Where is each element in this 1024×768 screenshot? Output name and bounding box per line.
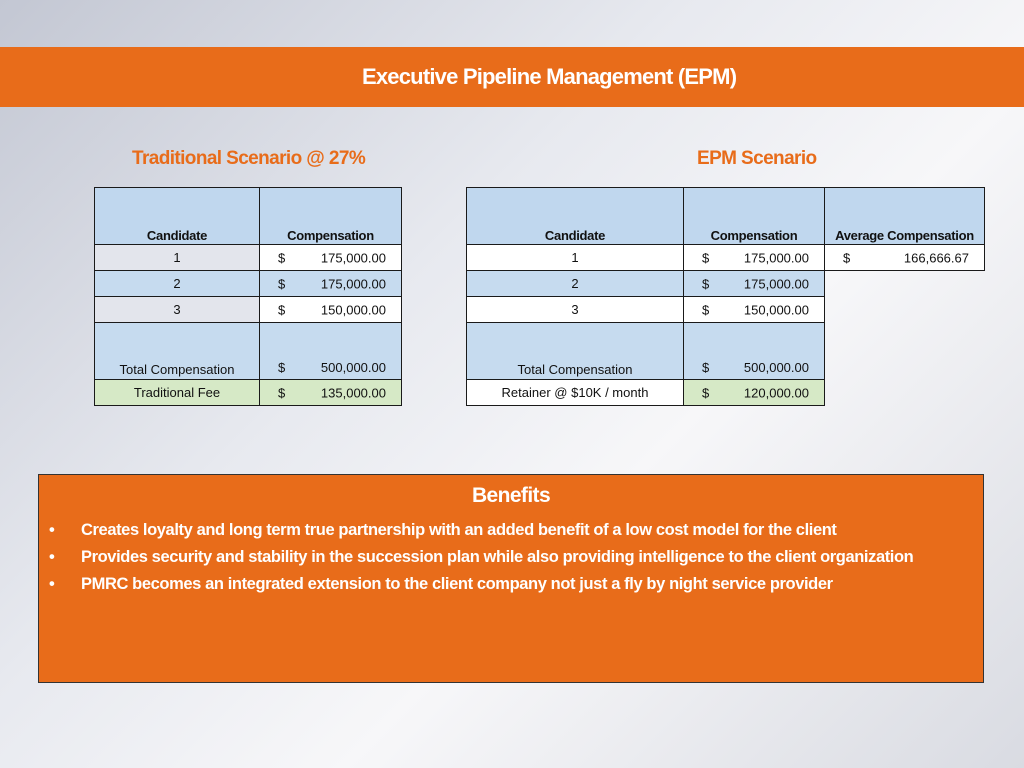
candidate-cell: 3 [466,296,684,323]
benefits-list: • Creates loyalty and long term true par… [39,517,983,598]
compensation-cell: $ 175,000.00 [683,270,825,297]
total-label: Total Compensation [94,322,260,380]
table-row: 2 $ 175,000.00 [94,270,402,297]
currency-symbol: $ [278,302,286,317]
currency-symbol: $ [278,250,286,265]
currency-symbol: $ [702,385,710,400]
table-row: 2 $ 175,000.00 [466,270,985,297]
epm-table: Candidate Compensation Average Compensat… [466,187,985,406]
total-label: Total Compensation [466,322,684,380]
column-header-candidate: Candidate [466,187,684,245]
total-compensation-cell: $ 500,000.00 [683,322,825,380]
amount-value: 175,000.00 [743,276,809,291]
bullet-icon: • [49,548,55,566]
amount-value: 166,666.67 [903,250,969,265]
benefits-box: Benefits • Creates loyalty and long term… [38,474,984,683]
epm-scenario-heading: EPM Scenario [697,148,817,169]
empty-cell [825,297,985,323]
currency-symbol: $ [278,276,286,291]
benefits-title: Benefits [471,484,551,507]
amount-value: 150,000.00 [320,302,386,317]
compensation-cell: $ 175,000.00 [259,270,402,297]
currency-symbol: $ [702,250,710,265]
fee-row: Traditional Fee $ 135,000.00 [94,379,402,406]
list-item: • Creates loyalty and long term true par… [39,517,983,544]
table-row: 1 $ 175,000.00 $ 166,666.67 [466,244,985,271]
compensation-cell: $ 150,000.00 [683,296,825,323]
fee-cell: $ 135,000.00 [259,379,402,406]
compensation-cell: $ 175,000.00 [259,244,402,271]
table-row: 3 $ 150,000.00 [466,296,985,323]
amount-value: 120,000.00 [743,385,809,400]
column-header-compensation: Compensation [683,187,825,245]
title-banner: Executive Pipeline Management (EPM) [0,47,1024,107]
table-header-row: Candidate Compensation [94,187,402,245]
average-compensation-cell: $ 166,666.67 [824,244,985,271]
currency-symbol: $ [702,276,710,291]
candidate-cell: 1 [94,244,260,271]
total-compensation-cell: $ 500,000.00 [259,322,402,380]
traditional-table: Candidate Compensation 1 $ 175,000.00 2 … [94,187,402,406]
currency-symbol: $ [843,250,851,265]
currency-symbol: $ [702,302,710,317]
benefit-text: Provides security and stability in the s… [81,548,914,566]
table-row: 1 $ 175,000.00 [94,244,402,271]
compensation-cell: $ 150,000.00 [259,296,402,323]
candidate-cell: 3 [94,296,260,323]
column-header-candidate: Candidate [94,187,260,245]
amount-value: 500,000.00 [320,360,386,375]
amount-value: 500,000.00 [743,360,809,375]
list-item: • PMRC becomes an integrated extension t… [39,571,983,598]
bullet-icon: • [49,575,55,593]
traditional-scenario-heading: Traditional Scenario @ 27% [132,148,366,169]
currency-symbol: $ [278,385,286,400]
currency-symbol: $ [702,360,710,375]
retainer-label: Retainer @ $10K / month [466,379,684,406]
benefit-text: PMRC becomes an integrated extension to … [81,575,833,593]
amount-value: 175,000.00 [743,250,809,265]
candidate-cell: 2 [94,270,260,297]
retainer-cell: $ 120,000.00 [683,379,825,406]
empty-cell [825,380,985,406]
table-header-row: Candidate Compensation Average Compensat… [466,187,985,245]
fee-label: Traditional Fee [94,379,260,406]
amount-value: 175,000.00 [320,250,386,265]
column-header-average-compensation: Average Compensation [824,187,985,245]
table-row: 3 $ 150,000.00 [94,296,402,323]
benefit-text: Creates loyalty and long term true partn… [81,521,837,539]
fee-row: Retainer @ $10K / month $ 120,000.00 [466,379,985,406]
candidate-cell: 1 [466,244,684,271]
column-header-compensation: Compensation [259,187,402,245]
total-row: Total Compensation $ 500,000.00 [94,322,402,380]
compensation-cell: $ 175,000.00 [683,244,825,271]
slide-title: Executive Pipeline Management (EPM) [362,64,737,89]
candidate-cell: 2 [466,270,684,297]
amount-value: 175,000.00 [320,276,386,291]
list-item: • Provides security and stability in the… [39,544,983,571]
empty-cell [825,323,985,380]
amount-value: 135,000.00 [320,385,386,400]
bullet-icon: • [49,521,55,539]
amount-value: 150,000.00 [743,302,809,317]
currency-symbol: $ [278,360,286,375]
total-row: Total Compensation $ 500,000.00 [466,322,985,380]
empty-cell [825,271,985,297]
